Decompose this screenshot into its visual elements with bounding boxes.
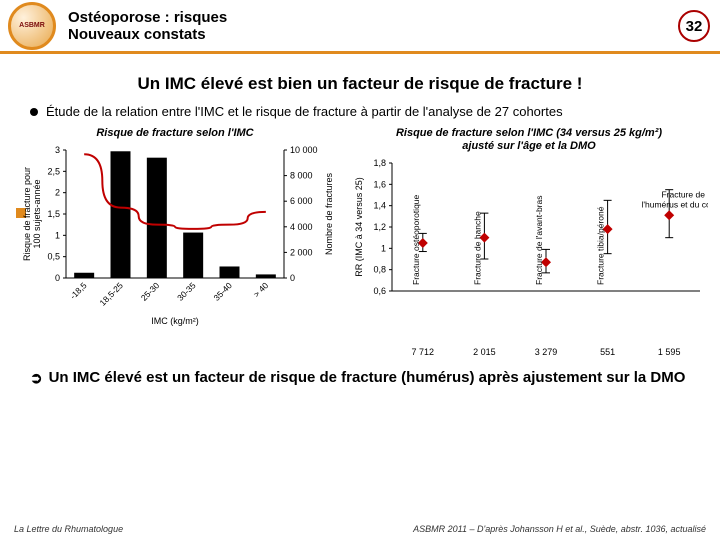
footer-right: ASBMR 2011 – D'après Johansson H et al.,… (413, 524, 706, 534)
bullet-text: Étude de la relation entre l'IMC et le r… (46, 104, 563, 119)
svg-text:Fracture ostéoporotique: Fracture ostéoporotique (411, 195, 421, 286)
svg-text:2 000: 2 000 (290, 248, 313, 258)
svg-text:7 712: 7 712 (412, 347, 435, 357)
asbmr-logo: ASBMR (8, 2, 56, 50)
svg-text:1,8: 1,8 (373, 159, 386, 168)
right-chart-svg: 0,6 0,8 1 1,2 1,4 1,6 1,8 RR (IMC à 34 versus 2… (348, 159, 708, 359)
left-chart: Risque de fracture selon l'IMC 0 0,5 1 1,5 2… (10, 127, 340, 359)
title-line2: Nouveaux constats (68, 26, 227, 43)
right-chart-title: Risque de fracture selon l'IMC (34 versu… (348, 127, 710, 153)
svg-text:IMC (kg/m²): IMC (kg/m²) (151, 316, 199, 326)
svg-text:Nombre de fractures: Nombre de fractures (324, 173, 334, 256)
svg-text:1: 1 (55, 231, 60, 241)
svg-text:1 595: 1 595 (658, 347, 681, 357)
svg-text:Fracture del'humérus et du cou: Fracture del'humérus et du coude (642, 190, 708, 210)
slide-number: 32 (678, 10, 710, 42)
left-chart-svg: 0 0,5 1 1,5 2 2,5 3 Risque de fracture pour100 … (10, 146, 340, 326)
conclusion: ➲ Un IMC élevé est un facteur de risque … (30, 369, 690, 387)
svg-text:1,2: 1,2 (373, 222, 386, 232)
svg-text:18,5-25: 18,5-25 (97, 280, 125, 308)
svg-text:6 000: 6 000 (290, 196, 313, 206)
svg-text:8 000: 8 000 (290, 171, 313, 181)
svg-text:RR (IMC à 34 versus 25): RR (IMC à 34 versus 25) (354, 178, 364, 278)
svg-text:25-30: 25-30 (139, 280, 162, 303)
svg-text:3 279: 3 279 (535, 347, 558, 357)
right-chart: Risque de fracture selon l'IMC (34 versu… (348, 127, 710, 359)
svg-text:3: 3 (55, 146, 60, 155)
svg-text:Fracture de l'avant-bras: Fracture de l'avant-bras (534, 196, 544, 286)
svg-text:Fracture tibia/péroné: Fracture tibia/péroné (596, 207, 606, 286)
svg-text:4 000: 4 000 (290, 222, 313, 232)
svg-text:0: 0 (55, 273, 60, 283)
svg-text:Risque de fracture pour100 suj: Risque de fracture pour100 sujets-année (22, 167, 42, 261)
svg-text:0: 0 (290, 273, 295, 283)
main-heading: Un IMC élevé est bien un facteur de risq… (0, 74, 720, 94)
svg-text:1,6: 1,6 (373, 180, 386, 190)
arrow-icon: ➲ (30, 369, 43, 387)
svg-text:30-35: 30-35 (175, 280, 198, 303)
left-chart-title: Risque de fracture selon l'IMC (10, 127, 340, 140)
svg-text:1: 1 (381, 244, 386, 254)
svg-text:0,6: 0,6 (373, 286, 386, 296)
footer: La Lettre du Rhumatologue ASBMR 2011 – D… (0, 524, 720, 534)
svg-text:0,5: 0,5 (47, 252, 60, 262)
footer-left: La Lettre du Rhumatologue (14, 524, 123, 534)
logo-text: ASBMR (19, 22, 45, 29)
slide-header: ASBMR Ostéoporose : risques Nouveaux con… (0, 0, 720, 54)
svg-text:> 40: > 40 (251, 280, 270, 299)
conclusion-text: Un IMC élevé est un facteur de risque de… (49, 369, 686, 387)
svg-text:1,5: 1,5 (47, 209, 60, 219)
bullet-icon (30, 108, 38, 116)
svg-text:10 000: 10 000 (290, 146, 318, 155)
svg-text:35-40: 35-40 (211, 280, 234, 303)
svg-text:551: 551 (600, 347, 615, 357)
svg-text:1,4: 1,4 (373, 201, 386, 211)
svg-text:-18,5: -18,5 (68, 280, 89, 301)
svg-text:2,5: 2,5 (47, 167, 60, 177)
svg-text:0,8: 0,8 (373, 265, 386, 275)
title-wrap: Ostéoporose : risques Nouveaux constats (68, 9, 227, 43)
title-line1: Ostéoporose : risques (68, 9, 227, 26)
svg-text:2 015: 2 015 (473, 347, 496, 357)
charts-container: Risque de fracture selon l'IMC 0 0,5 1 1,5 2… (0, 127, 720, 359)
bullet-line: Étude de la relation entre l'IMC et le r… (30, 104, 720, 119)
svg-text:Fracture de hanche: Fracture de hanche (472, 211, 482, 285)
svg-text:2: 2 (55, 188, 60, 198)
